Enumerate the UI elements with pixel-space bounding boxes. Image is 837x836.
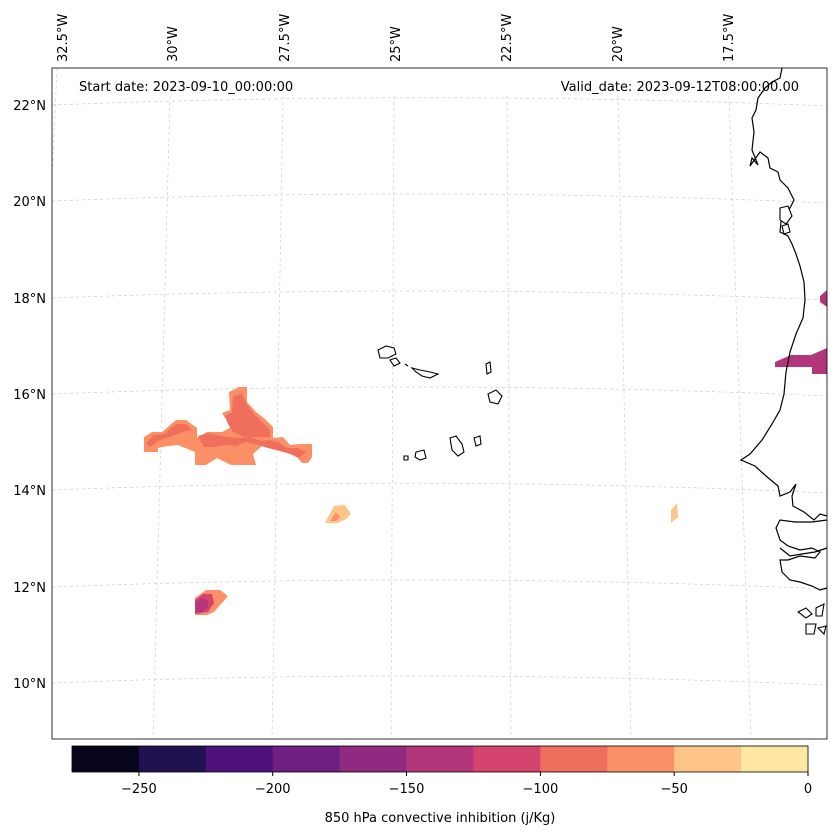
colorbar-segment <box>406 746 474 772</box>
island-maio <box>473 435 482 447</box>
lon-label: 30°W <box>166 26 181 62</box>
contour-patch-east-cv-inner <box>330 512 340 521</box>
lat-label: 18°N <box>13 292 46 307</box>
lat-label: 20°N <box>13 195 46 210</box>
cape-verde-islands <box>377 345 503 461</box>
cin-contours <box>144 290 827 615</box>
start-date-label: Start date: 2023-09-10_00:00:00 <box>79 80 293 95</box>
colorbar-tick-label: −200 <box>255 782 291 797</box>
lat-label: 10°N <box>13 677 46 692</box>
contour-patch-central-left <box>146 424 192 447</box>
lat-label: 14°N <box>13 484 46 499</box>
longitude-axis-labels: 32.5°W 30°W 27.5°W 25°W 22.5°W 20°W 17.5… <box>56 14 737 62</box>
colorbar-segment <box>339 746 407 772</box>
colorbar-segment <box>138 746 207 772</box>
colorbar-segments <box>72 746 809 772</box>
contour-patch-coast-16n <box>775 348 827 374</box>
coastal-island-small <box>781 223 791 235</box>
colorbar: −250 −200 −150 −100 −50 0 850 hPa convec… <box>71 745 812 826</box>
island-sao-nicolau <box>410 366 440 379</box>
island-santa-luzia <box>404 363 409 367</box>
coastal-island-north <box>779 205 793 225</box>
lon-label: 25°W <box>389 26 404 62</box>
map-panel: Start date: 2023-09-10_00:00:00 Valid_da… <box>51 67 828 740</box>
colorbar-segment <box>473 746 541 772</box>
parallel-gridlines <box>51 97 828 686</box>
map-frame <box>51 67 828 740</box>
island-brava <box>403 455 409 461</box>
lon-label: 20°W <box>611 26 626 62</box>
contour-patch-central-core2 <box>198 433 306 458</box>
valid-date-label: Valid_date: 2023-09-12T08:00:00.00 <box>561 80 799 95</box>
island-sal <box>485 361 492 375</box>
island-sao-vicente <box>389 357 401 367</box>
colorbar-tick-label: −50 <box>660 782 687 797</box>
island-fogo <box>414 449 427 461</box>
lat-label: 22°N <box>13 99 46 114</box>
bijagos-islands <box>796 603 827 636</box>
lat-label: 12°N <box>13 581 46 596</box>
lon-label: 32.5°W <box>56 14 71 62</box>
colorbar-tick-label: −100 <box>523 782 559 797</box>
colorbar-segment <box>205 746 274 772</box>
colorbar-segment <box>607 746 675 772</box>
latitude-axis-labels: 22°N 20°N 18°N 16°N 14°N 12°N 10°N <box>13 99 46 692</box>
contour-patch-east-cv <box>325 505 351 523</box>
lat-label: 16°N <box>13 388 46 403</box>
colorbar-segment <box>540 746 608 772</box>
africa-coastline <box>739 67 828 521</box>
coastlines <box>739 67 828 636</box>
meridian-gridlines <box>51 67 752 740</box>
colorbar-segment <box>741 746 809 772</box>
colorbar-tick-label: −150 <box>389 782 425 797</box>
map-background <box>52 68 827 739</box>
colorbar-ticks: −250 −200 −150 −100 −50 0 <box>121 772 812 797</box>
island-boa-vista <box>487 389 503 405</box>
africa-coastline-south <box>775 519 828 591</box>
africa-coastline-gb <box>779 547 828 557</box>
island-santiago <box>449 435 465 457</box>
lon-label: 22.5°W <box>500 14 515 62</box>
island-santo-antao <box>377 345 397 359</box>
colorbar-segment <box>72 746 140 772</box>
contour-patch-south-core <box>196 598 208 612</box>
contour-patch-central-core <box>225 393 270 437</box>
colorbar-segment <box>272 746 340 772</box>
colorbar-segment <box>674 746 742 772</box>
lon-label: 27.5°W <box>278 14 293 62</box>
colorbar-frame <box>71 745 809 773</box>
contour-patch-coast-18n <box>820 290 827 307</box>
contour-patch-19w <box>671 503 678 523</box>
colorbar-label: 850 hPa convective inhibition (j/Kg) <box>325 811 556 826</box>
lon-label: 17.5°W <box>722 14 737 62</box>
colorbar-tick-label: −250 <box>121 782 157 797</box>
colorbar-tick-label: 0 <box>804 782 812 797</box>
